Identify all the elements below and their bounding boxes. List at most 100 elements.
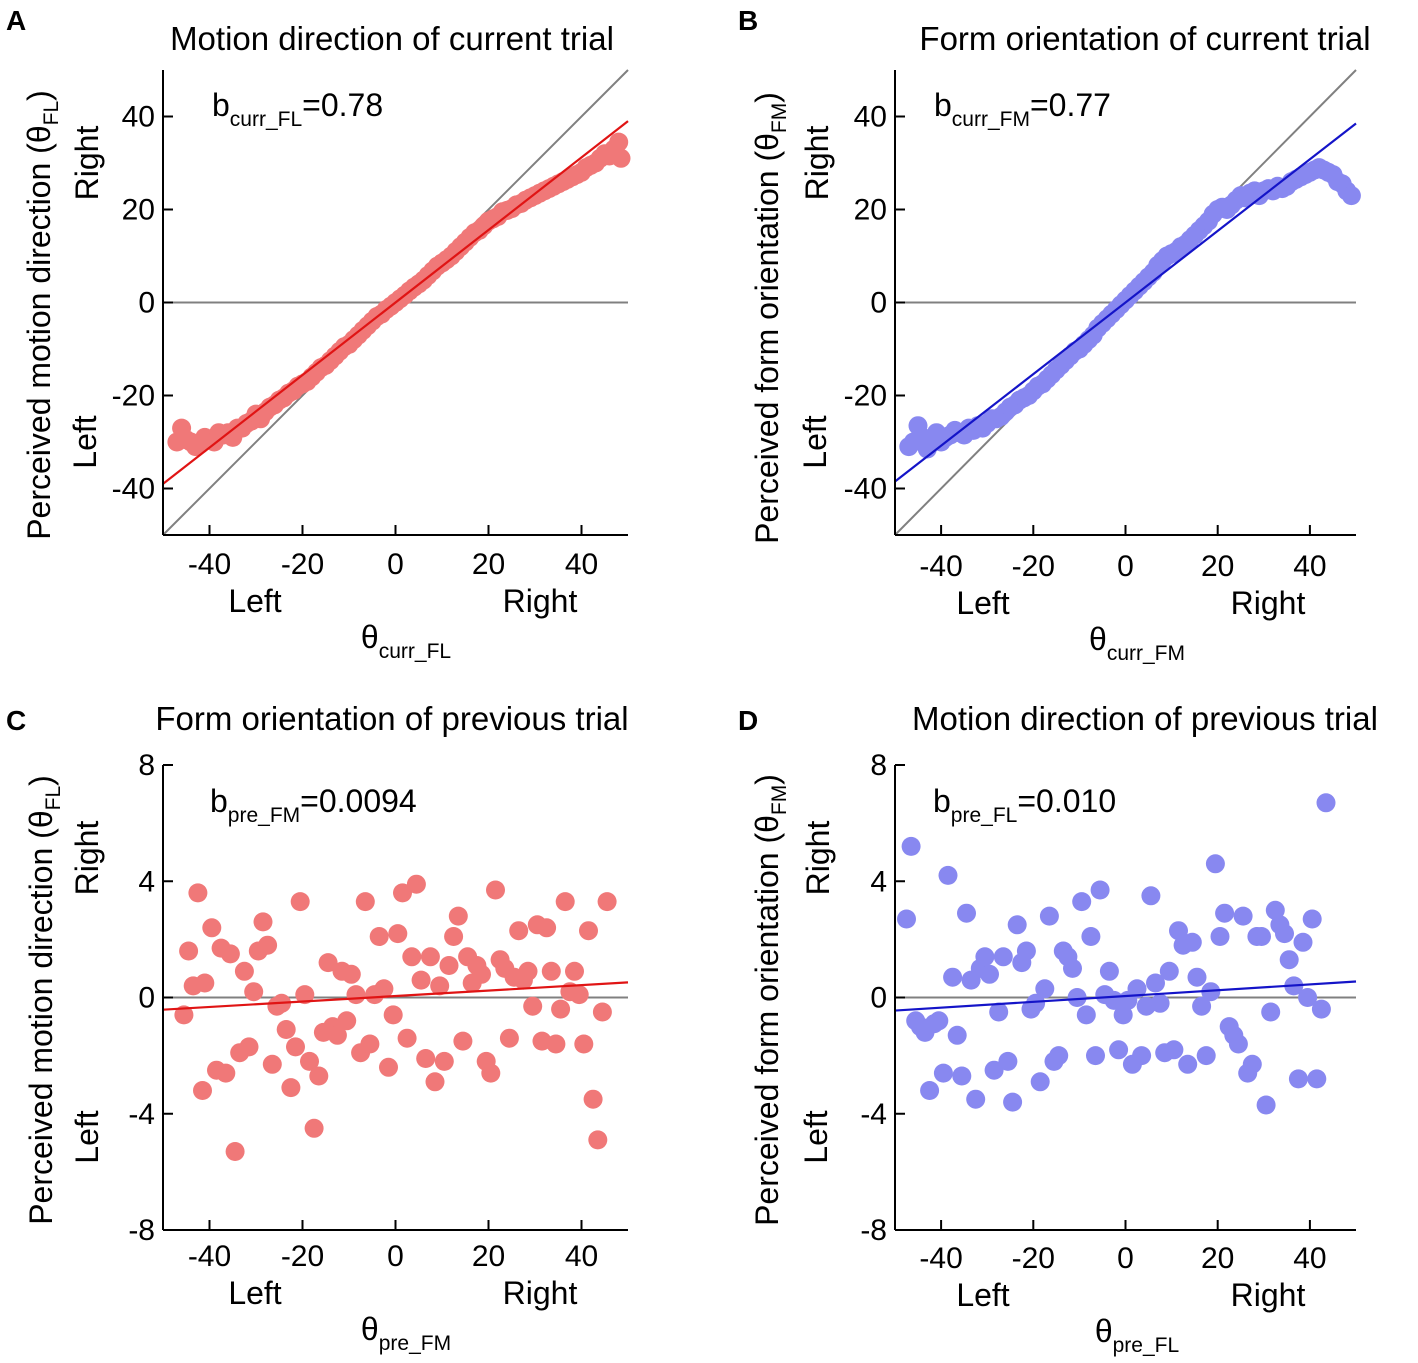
panel-d-y-tick-label: 8	[870, 749, 887, 782]
panel-d-y-axis-title: Perceived form orientation (θFM)	[749, 774, 791, 1226]
panel-d-ylabel-close: )	[749, 774, 785, 785]
panel-c-data-point	[486, 880, 505, 900]
panel-c-data-point	[188, 883, 208, 903]
panel-c-xlabel-sub: pre_FM	[379, 1332, 451, 1355]
panel-a-x-tick-label: 20	[472, 548, 505, 581]
panel-c-ylabel-main: Perceived motion direction (θ	[23, 810, 59, 1224]
panel-d-data-point	[1215, 903, 1235, 923]
panel-c-fit-line	[162, 981, 629, 1011]
panel-d-x-tick-label: -40	[919, 1242, 962, 1275]
panel-b-y-tick-label: -40	[844, 473, 887, 506]
panel-c-ylabel-close: )	[23, 775, 59, 786]
panel-a-x-tick-label: 0	[387, 548, 404, 581]
panel-d: D Motion direction of previous trial Per…	[738, 700, 1378, 1357]
panel-d-data-point	[1081, 927, 1101, 946]
panel-b-points	[899, 158, 1361, 459]
panel-c-data-point	[234, 961, 254, 981]
panel-c-ylabel-sub: FL	[42, 786, 65, 811]
panel-c-y-tick-label: 8	[138, 749, 155, 782]
panel-c-x-left-label: Left	[228, 1275, 281, 1311]
panel-c: C Form orientation of previous trial Per…	[6, 700, 629, 1355]
panel-d-data-point	[1279, 950, 1299, 970]
panel-d-data-point	[1007, 915, 1027, 935]
panel-d-data-point	[1205, 854, 1225, 874]
panel-d-data-point	[966, 1089, 986, 1109]
panel-c-data-point	[546, 1034, 566, 1054]
panel-b-annotation-sub: curr_FM	[952, 108, 1030, 131]
panel-c-data-point	[434, 1051, 454, 1071]
panel-d-data-point	[1076, 1005, 1096, 1025]
panel-c-annotation-main: b	[210, 783, 228, 819]
panel-d-data-point	[1049, 1046, 1069, 1066]
panel-d-data-point	[1265, 900, 1285, 920]
panel-a-y-tick-label: 0	[138, 287, 155, 320]
panel-c-y-tick-label: 4	[138, 865, 155, 898]
panel-letter-b: B	[738, 5, 758, 36]
panel-c-data-point	[574, 1034, 594, 1054]
panel-c-data-point	[481, 1063, 501, 1083]
panel-c-data-point	[397, 1028, 417, 1048]
panel-d-y-tick-label: 4	[870, 865, 887, 898]
panel-c-data-point	[369, 927, 389, 946]
panel-d-data-point	[1307, 1069, 1327, 1089]
panel-d-data-point	[1256, 1095, 1276, 1115]
panel-d-data-point	[1192, 996, 1212, 1016]
panel-d-data-point	[897, 909, 916, 929]
panel-d-data-point	[1026, 993, 1046, 1013]
panel-c-data-point	[193, 1081, 212, 1100]
panel-c-data-point	[439, 956, 459, 975]
panel-b-x-tick-label: 0	[1117, 550, 1134, 583]
panel-d-ylabel-main: Perceived form orientation (θ	[749, 815, 785, 1226]
panel-c-data-point	[523, 996, 543, 1016]
panel-d-data-point	[1132, 1046, 1152, 1066]
panel-d-x-tick-label: -20	[1012, 1242, 1055, 1275]
panel-b-x-tick-label: 40	[1293, 550, 1326, 583]
panel-b-xlabel-main: θ	[1089, 621, 1107, 657]
panel-c-points	[174, 874, 617, 1161]
panel-d-y-right-label: Right	[800, 821, 836, 896]
panel-c-data-point	[383, 1005, 403, 1025]
panel-c-data-point	[195, 973, 215, 993]
panel-a-y-tick-label: 20	[122, 194, 155, 227]
panel-d-data-point	[1233, 906, 1253, 926]
panel-c-data-point	[337, 1011, 357, 1031]
panel-b-x-left-label: Left	[956, 585, 1009, 621]
panel-c-x-tick-label: -40	[188, 1240, 231, 1273]
panel-a-x-axis-title: θcurr_FL	[361, 619, 451, 663]
panel-c-data-point	[499, 1028, 519, 1048]
panel-b-x-tick-label: -40	[919, 550, 962, 583]
panel-d-data-point	[1228, 1034, 1248, 1054]
panel-d-data-point	[947, 1025, 967, 1045]
panel-c-x-tick-label: 20	[472, 1240, 505, 1273]
panel-d-x-axis-title: θpre_FL	[1095, 1313, 1179, 1357]
panel-c-data-point	[420, 947, 440, 967]
panel-a-ylabel-sub: FL	[40, 101, 63, 126]
panel-c-data-point	[174, 1005, 194, 1025]
panel-a-annotation-sub: curr_FL	[230, 108, 302, 131]
panel-d-data-point	[1035, 979, 1055, 999]
panel-c-data-point	[541, 961, 561, 981]
panel-c-data-point	[537, 918, 557, 938]
panel-d-data-point	[929, 1011, 949, 1031]
panel-c-y-tick-label: 0	[138, 982, 155, 1015]
panel-c-data-point	[304, 1118, 324, 1138]
panel-b-y-tick-label: 0	[870, 287, 887, 320]
panel-d-fit-line	[894, 980, 1357, 1012]
panel-c-y-tick-label: -4	[128, 1098, 155, 1131]
panel-a-y-left-label: Left	[67, 415, 103, 468]
panel-b-data-point	[1341, 186, 1361, 206]
panel-d-title: Motion direction of previous trial	[912, 700, 1378, 737]
panel-d-data-point	[1113, 1005, 1133, 1025]
panel-d-data-point	[1127, 979, 1147, 999]
panel-c-x-axis-title: θpre_FM	[361, 1311, 451, 1355]
panel-a-data-point	[611, 148, 631, 168]
panel-c-data-point	[406, 874, 426, 894]
panel-d-data-point	[933, 1063, 953, 1083]
panel-c-data-point	[355, 892, 375, 912]
panel-d-data-point	[984, 1060, 1004, 1080]
panel-d-data-point	[1187, 967, 1207, 987]
panel-d-data-point	[1159, 961, 1179, 981]
panel-c-data-point	[388, 924, 408, 944]
panel-d-data-point	[938, 865, 958, 885]
